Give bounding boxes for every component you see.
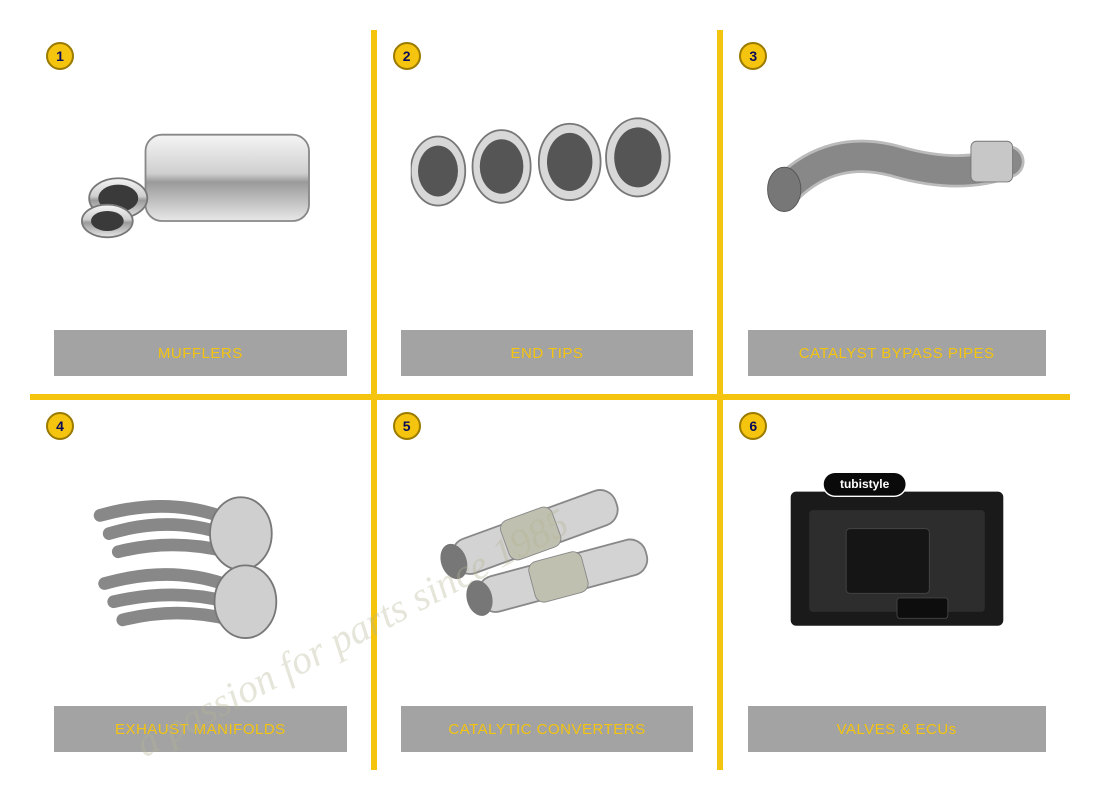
label-endtips: END TIPS <box>401 330 694 376</box>
cell-mufflers[interactable]: 1 MUFFLERS <box>30 30 377 400</box>
label-catalytic: CATALYTIC CONVERTERS <box>401 706 694 752</box>
muffler-image <box>64 80 337 280</box>
catalytic-image <box>411 450 684 654</box>
cell-manifolds[interactable]: 4 EXHAUST MANIFOLDS <box>30 400 377 770</box>
badge-2: 2 <box>393 42 421 70</box>
label-bypass: CATALYST BYPASS PIPES <box>748 330 1046 376</box>
badge-1: 1 <box>46 42 74 70</box>
cell-bypass[interactable]: 3 CATALYST BYPASS PIPES <box>723 30 1070 400</box>
cell-endtips[interactable]: 2 END TIPS <box>377 30 724 400</box>
label-manifolds: EXHAUST MANIFOLDS <box>54 706 347 752</box>
cell-ecu[interactable]: 6 tubistyle VALVES & ECUs <box>723 400 1070 770</box>
ecu-image: tubistyle <box>758 450 1035 654</box>
svg-text:tubistyle: tubistyle <box>840 477 890 491</box>
badge-4: 4 <box>46 412 74 440</box>
badge-6: 6 <box>739 412 767 440</box>
badge-5: 5 <box>393 412 421 440</box>
label-mufflers: MUFFLERS <box>54 330 347 376</box>
bypass-image <box>758 80 1035 280</box>
product-grid: 1 MUFFLERS 2 <box>0 0 1100 800</box>
cell-catalytic[interactable]: 5 CATALYTIC CONVERTERS <box>377 400 724 770</box>
manifold-image <box>64 450 337 654</box>
badge-3: 3 <box>739 42 767 70</box>
endtips-image <box>411 80 684 280</box>
label-ecu: VALVES & ECUs <box>748 706 1046 752</box>
